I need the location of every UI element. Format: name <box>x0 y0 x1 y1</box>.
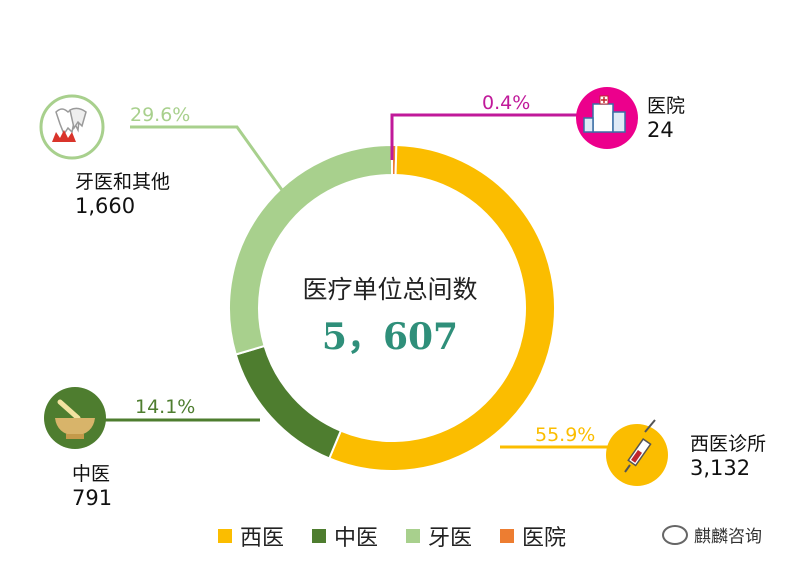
teeth-icon <box>39 94 105 160</box>
leader-line-hospital <box>390 113 580 160</box>
mortar-pestle-icon <box>44 387 106 449</box>
legend-label: 牙医 <box>428 526 473 551</box>
category-name: 中医 <box>72 463 111 485</box>
legend-swatch <box>406 529 421 543</box>
percent-label-western: 55.9% <box>535 424 596 446</box>
category-value: 3,132 <box>690 456 751 480</box>
legend-swatch <box>500 529 515 543</box>
legend-swatch <box>218 529 232 543</box>
legend-item-western: 西医 <box>218 520 284 552</box>
legend-item-tcm: 中医 <box>312 520 378 552</box>
legend-label: 中医 <box>334 526 379 551</box>
legend-item-dental: 牙医 <box>406 520 472 552</box>
leader-line-dental <box>130 125 284 191</box>
legend-item-hospital: 医院 <box>500 520 566 552</box>
hospital-building-icon <box>576 87 638 149</box>
category-value: 24 <box>647 118 674 142</box>
category-name: 西医诊所 <box>690 433 767 455</box>
syringe-icon <box>606 419 668 486</box>
percent-label-dental: 29.6% <box>130 104 191 126</box>
category-name: 医院 <box>647 95 686 117</box>
category-name: 牙医和其他 <box>75 171 171 193</box>
brand-watermark: 麒麟咨询 <box>662 522 762 547</box>
legend: 西医 中医 牙医 医院 <box>218 520 566 552</box>
category-label-hospital: 医院 24 <box>647 94 685 142</box>
donut-slice-西医 <box>327 144 556 472</box>
chart-title: 医疗单位总间数 <box>302 275 478 304</box>
legend-swatch <box>312 529 327 543</box>
percent-label-tcm: 14.1% <box>135 396 196 418</box>
category-label-tcm: 中医 791 <box>72 462 112 510</box>
legend-label: 西医 <box>240 526 285 551</box>
brand-name: 麒麟咨询 <box>694 527 762 547</box>
percent-label-hospital: 0.4% <box>482 92 531 114</box>
donut-slices <box>228 143 556 472</box>
category-value: 1,660 <box>75 194 136 218</box>
category-label-dental: 牙医和其他 1,660 <box>75 170 170 218</box>
category-value: 791 <box>72 486 113 510</box>
legend-label: 医院 <box>522 526 567 551</box>
category-label-western: 西医诊所 3,132 <box>690 432 766 480</box>
total-value: 5，607 <box>321 316 459 358</box>
donut-slice-中医 <box>234 344 343 460</box>
wechat-icon <box>662 524 688 545</box>
